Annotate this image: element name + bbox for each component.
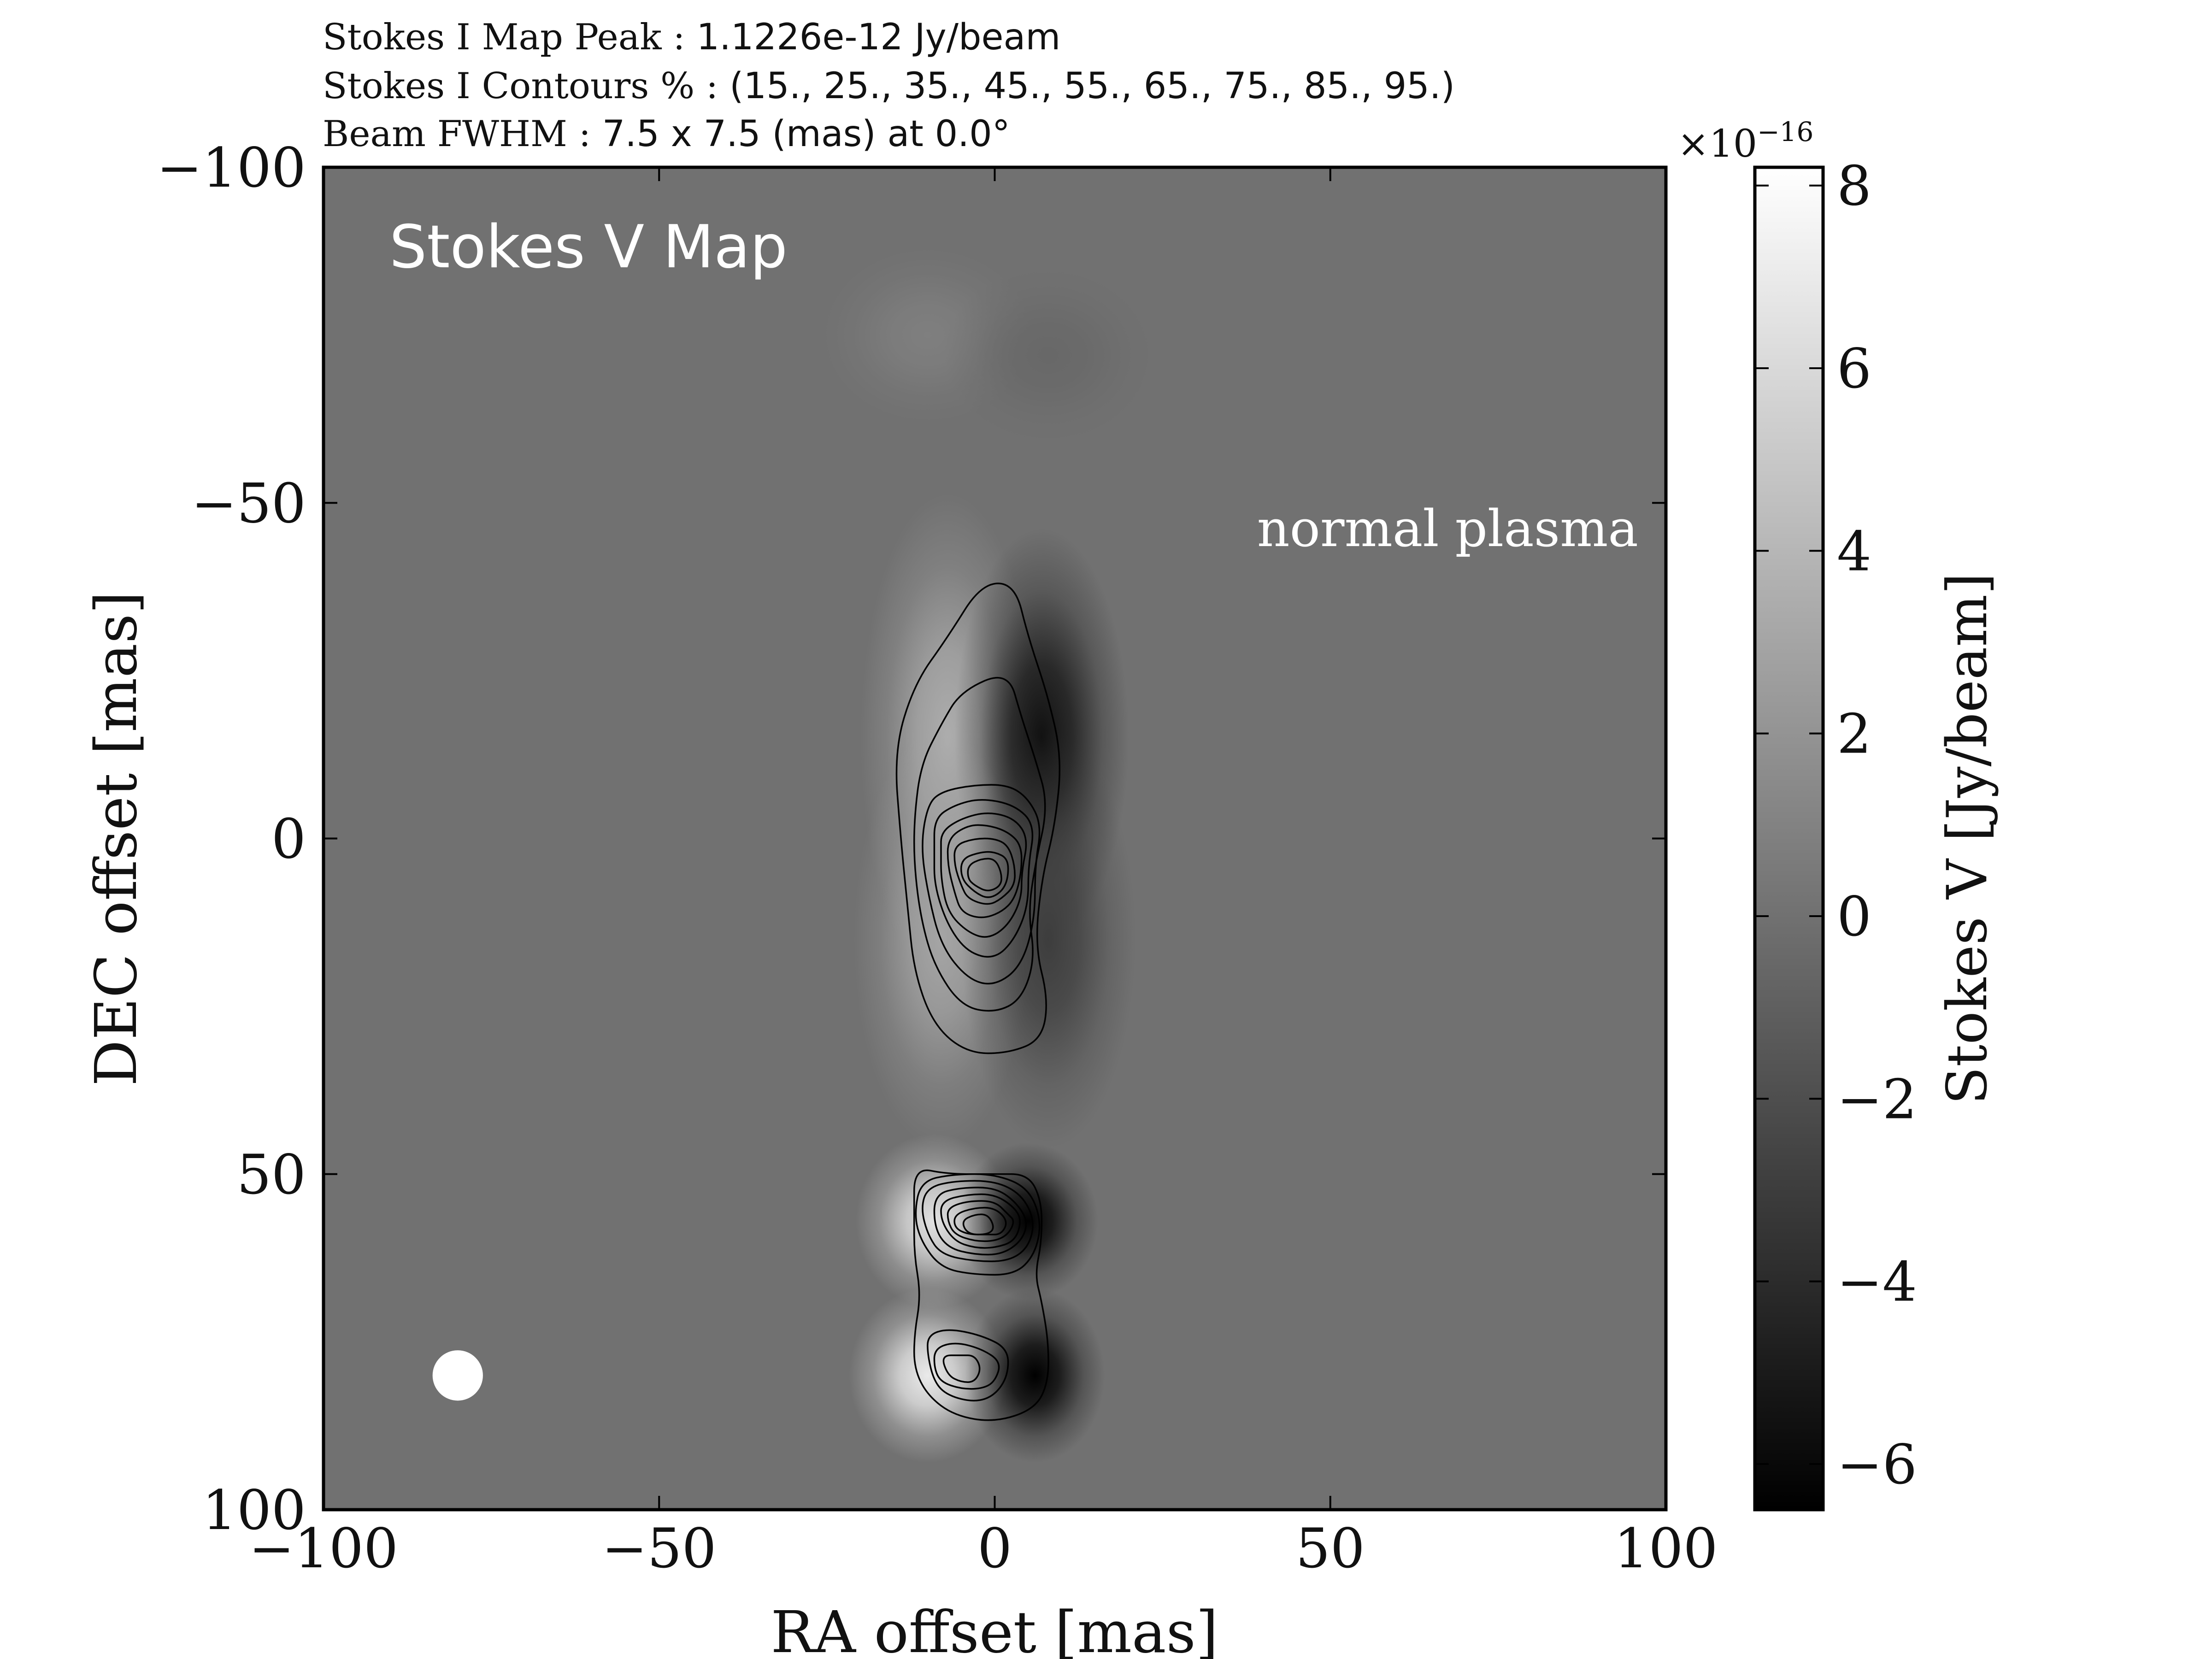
stokes-i-contour [933, 1187, 1027, 1256]
colorbar-tick-label: −2 [1837, 1067, 1917, 1131]
colorbar-tick-label: 2 [1837, 702, 1871, 766]
beam-marker [432, 1350, 483, 1401]
stokes-i-contour [960, 851, 1009, 898]
x-tick-label: 100 [1614, 1517, 1718, 1580]
x-tick-label: −50 [602, 1517, 717, 1580]
colorbar-exponent: ×10−16 [1677, 116, 1813, 166]
x-tick-label: −100 [249, 1517, 398, 1580]
y-tick-label: 100 [202, 1478, 306, 1542]
stokes-i-contour [940, 812, 1027, 938]
x-tick-label: 50 [1296, 1517, 1365, 1580]
colorbar-ticks: 8 6 4 2 0 −2 −4 −6 [1755, 154, 1917, 1496]
stokes-i-contour [953, 1206, 1007, 1235]
y-tick-label: 50 [237, 1143, 306, 1206]
stokes-v-component [965, 1288, 1105, 1463]
colorbar-tick-label: 4 [1837, 519, 1871, 583]
stokes-v-component [943, 268, 1153, 443]
y-tick-label: 0 [271, 807, 306, 871]
colorbar-tick-label: 8 [1837, 154, 1871, 218]
header-beam-label: Beam FWHM : [323, 113, 591, 155]
stokes-i-contour [947, 1200, 1014, 1242]
colorbar-tick-label: 6 [1837, 337, 1871, 400]
x-tick-label: 0 [977, 1517, 1012, 1580]
stokes-i-contour [922, 784, 1041, 985]
y-axis-title: DEC offset [mas] [83, 591, 150, 1086]
header-peak-label: Stokes I Map Peak : [323, 17, 685, 58]
header-contours: Stokes I Contours % : (15., 25., 35., 45… [323, 68, 1455, 104]
stokes-i-contour [922, 1180, 1034, 1262]
header-peak-value: 1.1226e-12 Jy/beam [696, 17, 1061, 58]
stokes-i-contour [913, 1169, 1049, 1421]
colorbar-title: Stokes V [Jy/beam] [1936, 573, 2000, 1105]
stokes-i-contour [947, 824, 1023, 918]
stokes-i-contour [940, 1193, 1021, 1249]
annotation-normal-plasma: normal plasma [1257, 499, 1638, 558]
header-beam-value: 7.5 x 7.5 (mas) at 0.0° [602, 113, 1010, 155]
colorbar-tick-label: 0 [1837, 885, 1871, 948]
colorbar-exponent-power: −16 [1757, 116, 1813, 147]
stokes-i-contour [933, 1342, 1000, 1390]
stokes-v-component [958, 1142, 1098, 1300]
colorbar-tick-label: −6 [1837, 1433, 1917, 1496]
stokes-i-contour [915, 1173, 1041, 1276]
y-tick-label: −50 [191, 471, 306, 535]
stokes-i-contour [967, 858, 1002, 892]
stokes-i-contour [942, 1354, 981, 1383]
header-contours-label: Stokes I Contours % : [323, 65, 718, 107]
colorbar-exponent-base: ×10 [1677, 122, 1757, 166]
colorbar-tick-label: −4 [1837, 1250, 1917, 1314]
y-tick-label: −100 [157, 136, 306, 200]
stokes-i-contour [933, 799, 1034, 958]
stokes-i-contour [927, 1329, 1009, 1402]
stokes-i-contour [953, 837, 1016, 905]
contour-layer [895, 582, 1061, 1421]
header-peak: Stokes I Map Peak : 1.1226e-12 Jy/beam [323, 19, 1060, 55]
x-axis-title: RA offset [mas] [771, 1599, 1218, 1659]
stokes-i-contour [913, 677, 1046, 1012]
stokes-v-component [961, 729, 1136, 1149]
stokes-i-contour [895, 582, 1061, 1054]
stokes-i-contour [962, 1213, 994, 1235]
header-contours-value: (15., 25., 35., 45., 55., 65., 75., 85.,… [729, 65, 1455, 107]
header-beam: Beam FWHM : 7.5 x 7.5 (mas) at 0.0° [323, 116, 1010, 152]
chart-title: Stokes V Map [389, 213, 788, 282]
colorbar [1753, 165, 1825, 1512]
